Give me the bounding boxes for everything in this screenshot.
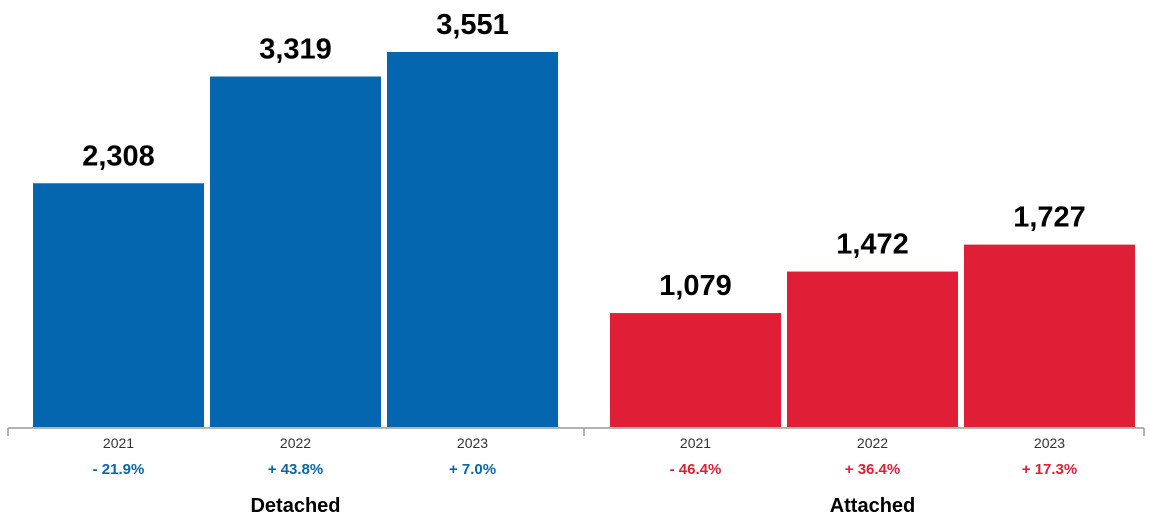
change-label-detached-2023: + 7.0% bbox=[449, 461, 496, 478]
value-label-attached-2022: 1,472 bbox=[836, 229, 909, 261]
bar-detached-2021 bbox=[33, 183, 204, 427]
group-label-attached: Attached bbox=[830, 495, 916, 517]
year-label-detached-2022: 2022 bbox=[280, 435, 311, 451]
labels: 2,308 2021 - 21.9% 3,319 2022 + 43.8% 3,551 202… bbox=[82, 9, 1086, 517]
group-label-detached: Detached bbox=[250, 495, 340, 517]
bar-attached-2021 bbox=[610, 313, 781, 427]
x-axis bbox=[7, 427, 1145, 436]
change-label-attached-2021: - 46.4% bbox=[670, 461, 722, 478]
value-label-attached-2023: 1,727 bbox=[1013, 202, 1086, 234]
bar-detached-2022 bbox=[210, 76, 381, 428]
year-label-attached-2023: 2023 bbox=[1034, 435, 1065, 451]
change-label-attached-2023: + 17.3% bbox=[1022, 461, 1077, 478]
value-label-attached-2021: 1,079 bbox=[659, 270, 732, 302]
value-label-detached-2021: 2,308 bbox=[82, 140, 155, 172]
bar-attached-2022 bbox=[787, 271, 958, 427]
bar-detached-2023 bbox=[387, 52, 558, 427]
year-label-attached-2022: 2022 bbox=[857, 435, 888, 451]
year-label-detached-2023: 2023 bbox=[457, 435, 488, 451]
change-label-attached-2022: + 36.4% bbox=[845, 461, 900, 478]
value-label-detached-2023: 3,551 bbox=[436, 9, 509, 41]
year-label-detached-2021: 2021 bbox=[103, 435, 134, 451]
bar-attached-2023 bbox=[964, 244, 1135, 427]
value-label-detached-2022: 3,319 bbox=[259, 34, 332, 66]
change-label-detached-2022: + 43.8% bbox=[268, 461, 323, 478]
change-label-detached-2021: - 21.9% bbox=[93, 461, 145, 478]
year-label-attached-2021: 2021 bbox=[680, 435, 711, 451]
bars bbox=[33, 52, 1135, 428]
